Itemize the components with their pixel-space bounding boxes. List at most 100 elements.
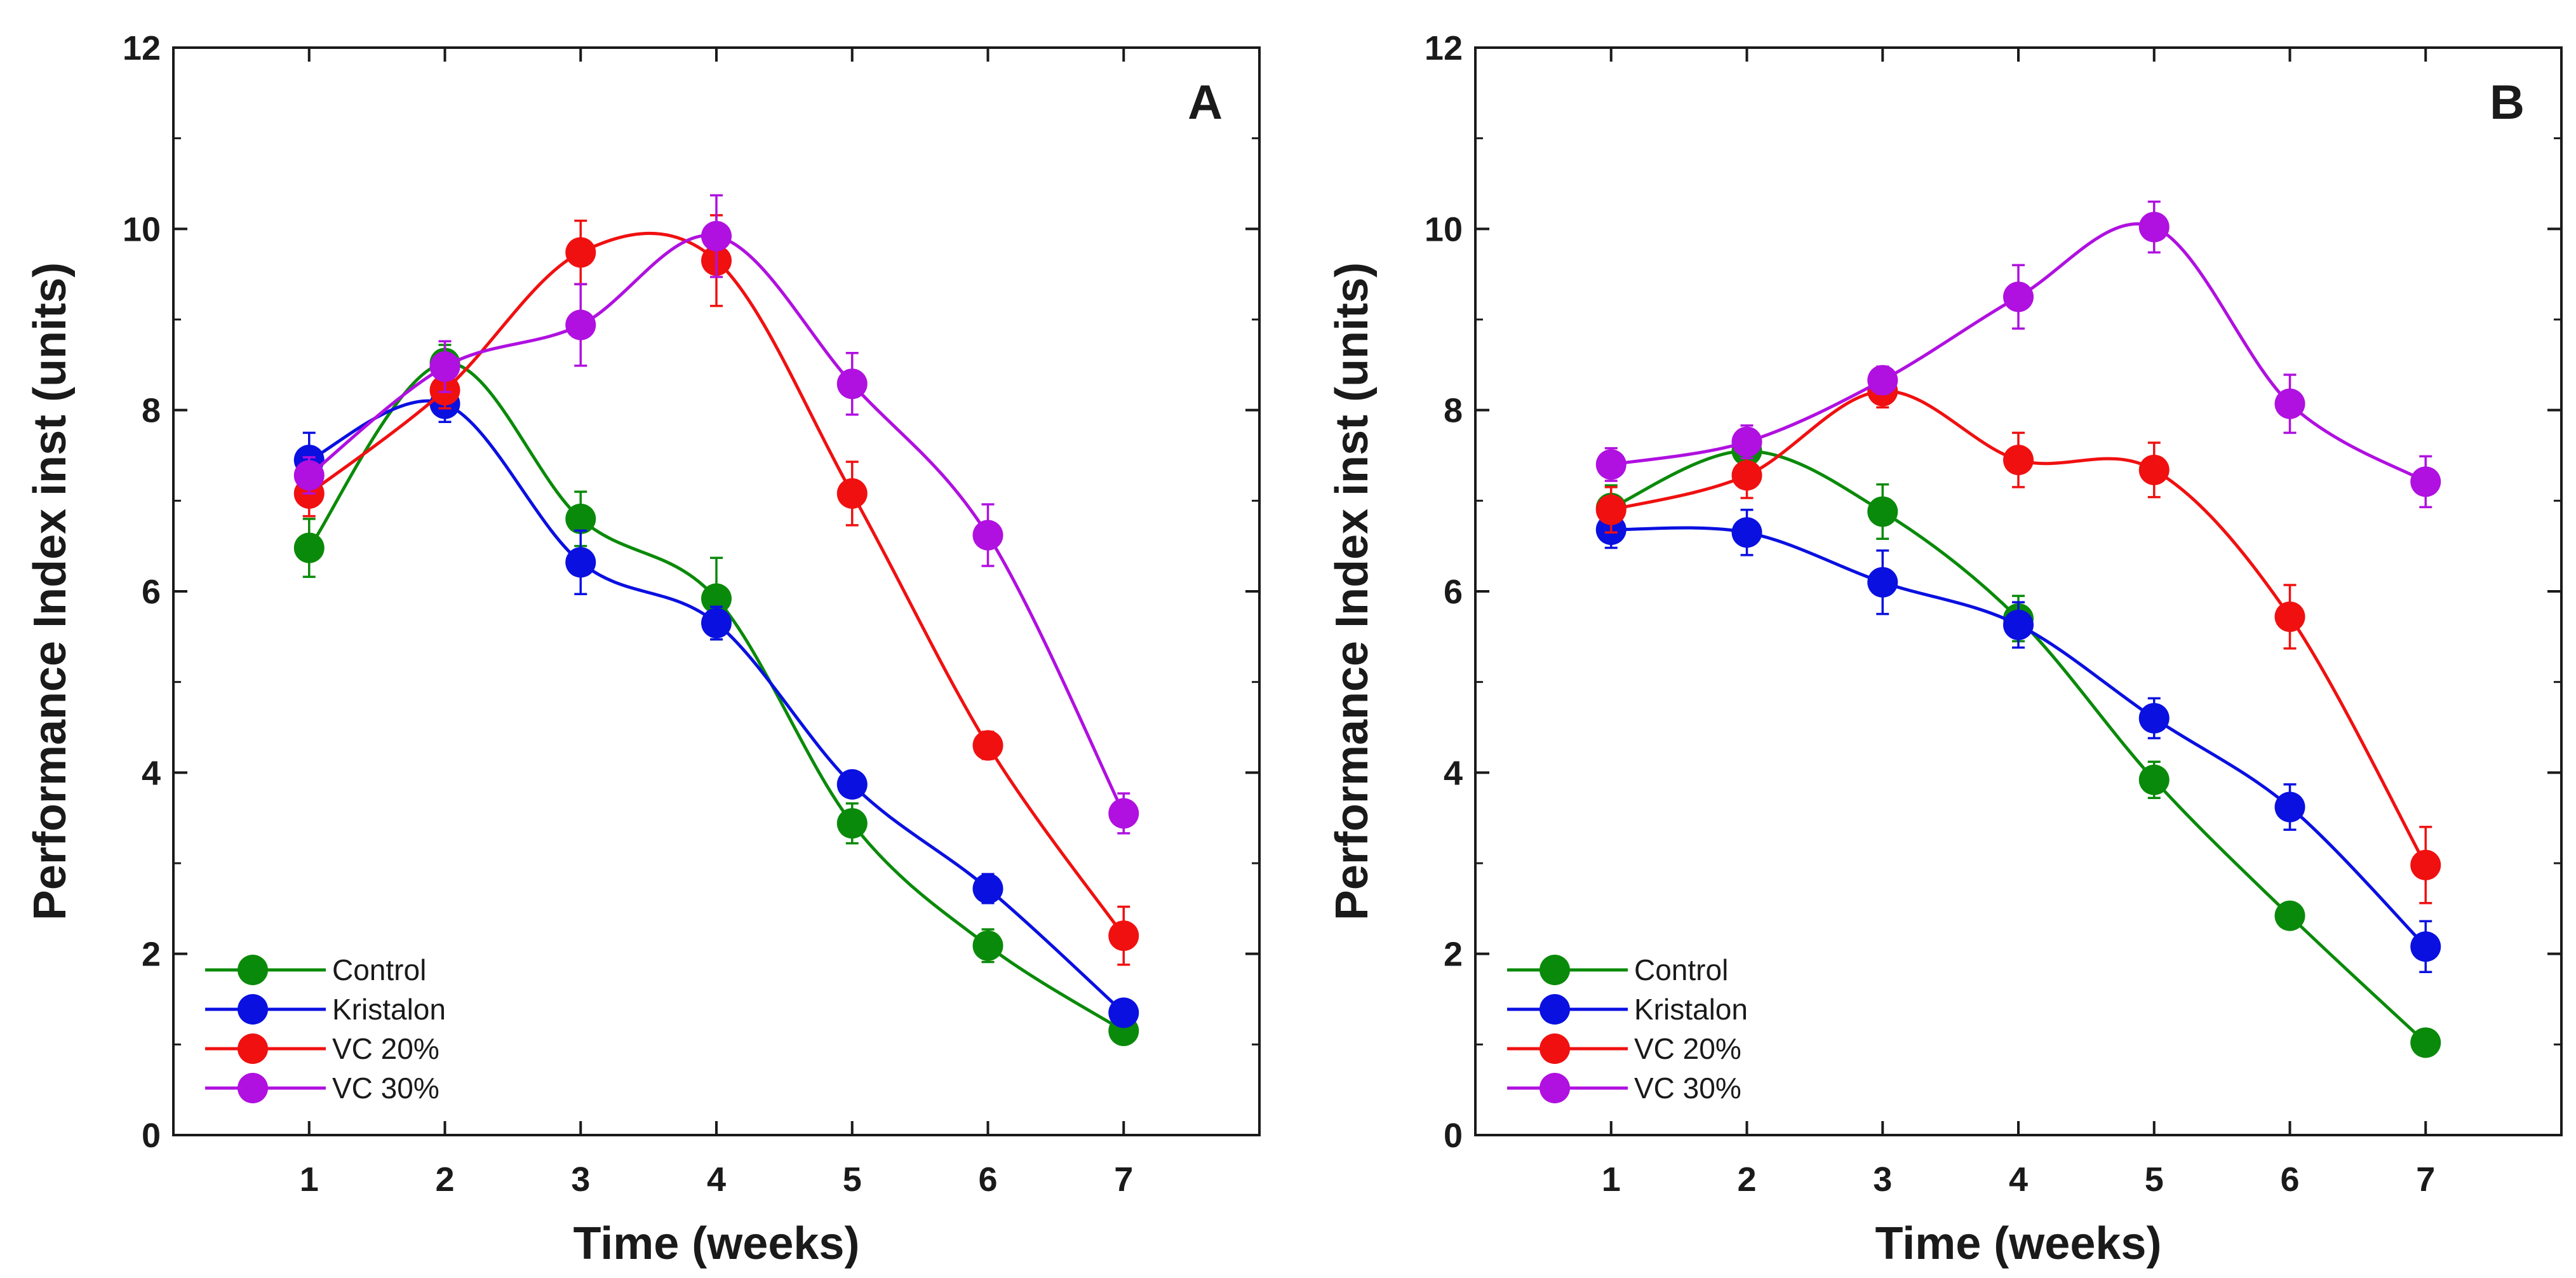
data-point <box>1595 449 1627 480</box>
x-tick-label: 1 <box>300 1160 319 1199</box>
data-point <box>565 547 596 578</box>
data-point <box>2138 212 2170 243</box>
legend-label: VC 30% <box>1634 1072 1741 1105</box>
x-tick-label: 6 <box>978 1160 997 1199</box>
legend-label: Kristalon <box>332 993 446 1026</box>
data-point <box>972 873 1003 904</box>
legend-marker <box>238 1033 268 1064</box>
data-point <box>972 520 1003 551</box>
series-line <box>1611 526 2427 948</box>
y-tick-label: 2 <box>1444 936 1463 974</box>
legend-marker <box>238 1073 268 1103</box>
data-point <box>1867 365 1898 396</box>
series-vc-30- <box>1595 200 2441 509</box>
x-tick-label: 3 <box>1873 1160 1892 1199</box>
series-vc-30- <box>293 194 1139 835</box>
y-tick-label: 10 <box>1425 210 1463 248</box>
data-point <box>1731 460 1762 491</box>
y-tick-label: 8 <box>142 392 161 430</box>
data-point <box>1595 494 1627 525</box>
y-tick-label: 12 <box>1425 29 1463 67</box>
legend-marker <box>238 955 268 985</box>
legend-marker <box>1540 1073 1570 1103</box>
legend-label: VC 20% <box>332 1032 439 1065</box>
data-point <box>2003 281 2034 313</box>
data-point <box>2138 454 2170 485</box>
data-point <box>2003 609 2034 640</box>
legend: Control Kristalon VC 20% VC 30% <box>1507 953 1748 1105</box>
panel-label: A <box>1188 76 1223 130</box>
y-tick-label: 10 <box>123 210 161 248</box>
data-point <box>2274 601 2305 632</box>
legend-label: VC 20% <box>1634 1032 1741 1065</box>
data-point <box>2138 764 2170 795</box>
data-point <box>972 730 1003 761</box>
y-tick-label: 0 <box>1444 1117 1463 1155</box>
legend-marker <box>1540 994 1570 1025</box>
legend-marker <box>238 994 268 1025</box>
data-point <box>293 460 325 491</box>
x-tick-label: 5 <box>2145 1160 2164 1199</box>
x-tick-label: 2 <box>1737 1160 1756 1199</box>
data-point <box>701 220 732 252</box>
y-tick-label: 8 <box>1444 392 1463 430</box>
data-point <box>1867 567 1898 598</box>
data-point <box>2003 445 2034 476</box>
data-point <box>836 769 868 800</box>
data-point <box>565 237 596 268</box>
x-axis-label: Time (weeks) <box>1875 1218 2162 1269</box>
x-tick-label: 5 <box>843 1160 862 1199</box>
data-point <box>1731 426 1762 457</box>
series-kristalon <box>293 384 1139 1028</box>
data-point <box>2410 931 2441 962</box>
panel-label: B <box>2490 76 2525 130</box>
data-point <box>2274 388 2305 419</box>
y-axis-label: Performance Index inst (units) <box>1327 262 1378 920</box>
data-point <box>1108 798 1139 829</box>
x-tick-label: 1 <box>1602 1160 1621 1199</box>
x-tick-label: 4 <box>707 1160 726 1199</box>
x-axis-label: Time (weeks) <box>574 1218 860 1269</box>
data-point <box>1731 517 1762 548</box>
series-line <box>307 361 1125 1033</box>
legend-marker <box>1540 955 1570 985</box>
y-tick-label: 2 <box>142 936 161 974</box>
data-point <box>836 808 868 839</box>
data-point <box>2274 900 2305 931</box>
data-point <box>701 583 732 614</box>
y-tick-label: 4 <box>142 754 161 792</box>
data-point <box>1108 997 1139 1028</box>
data-point <box>565 503 596 534</box>
y-tick-label: 6 <box>1444 573 1463 611</box>
y-tick-label: 6 <box>142 573 161 611</box>
data-point <box>2410 466 2441 497</box>
x-tick-label: 7 <box>2416 1160 2435 1199</box>
data-point <box>2410 1027 2441 1058</box>
series-line <box>308 233 1125 814</box>
legend: Control Kristalon VC 20% VC 30% <box>205 953 446 1105</box>
series-kristalon <box>1595 508 2441 973</box>
data-point <box>429 351 460 382</box>
data-point <box>1867 496 1898 527</box>
data-point <box>836 478 868 509</box>
data-point <box>836 368 868 400</box>
x-tick-label: 7 <box>1114 1160 1133 1199</box>
legend-label: Control <box>1634 953 1728 986</box>
data-point <box>2138 703 2170 734</box>
legend-label: Control <box>332 953 426 986</box>
y-tick-label: 4 <box>1444 754 1463 792</box>
data-point <box>293 532 325 563</box>
x-tick-label: 2 <box>435 1160 454 1199</box>
data-point <box>565 309 596 340</box>
y-tick-label: 0 <box>142 1117 161 1155</box>
data-point <box>972 930 1003 961</box>
series-line <box>308 399 1125 1014</box>
data-point <box>701 607 732 638</box>
y-tick-label: 12 <box>123 29 161 67</box>
x-tick-label: 4 <box>2009 1160 2028 1199</box>
series-control <box>293 344 1139 1046</box>
series-line <box>1610 449 2427 1044</box>
